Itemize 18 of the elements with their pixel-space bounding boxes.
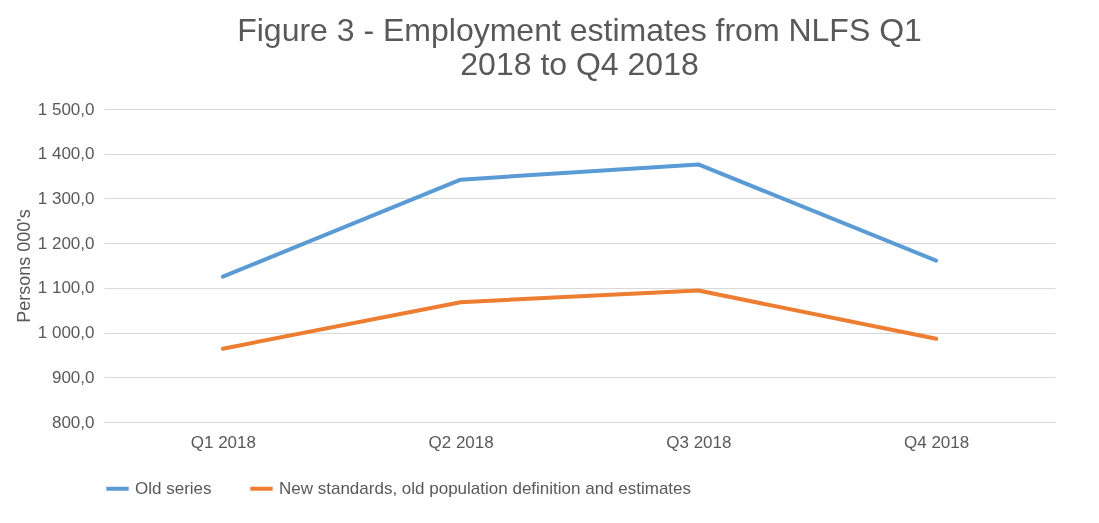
legend-label: Old series <box>135 478 212 498</box>
y-tick-label: 1 200,0 <box>37 233 95 253</box>
y-tick-label: 1 100,0 <box>37 278 95 298</box>
y-axis-title: Persons 000's <box>13 209 34 323</box>
line-series <box>220 162 939 279</box>
x-tick-label: Q2 2018 <box>428 432 494 452</box>
x-tick-label: Q4 2018 <box>904 432 970 452</box>
y-tick-label: 1 300,0 <box>37 188 95 208</box>
y-tick-label: 1 500,0 <box>37 99 95 119</box>
y-tick-label: 800,0 <box>51 412 95 432</box>
x-tick-label: Q1 2018 <box>190 432 256 452</box>
y-tick-label: 1 400,0 <box>37 144 95 164</box>
legend-label: New standards, old population definition and estimates <box>279 478 692 498</box>
y-tick-label: 900,0 <box>51 367 95 387</box>
line-series <box>220 288 939 351</box>
y-tick-label: 1 000,0 <box>37 323 95 343</box>
chart-title: Figure 3 - Employment estimates from NLFS Q1 2018 to Q4 2018 <box>237 12 922 82</box>
x-tick-label: Q3 2018 <box>666 432 732 452</box>
